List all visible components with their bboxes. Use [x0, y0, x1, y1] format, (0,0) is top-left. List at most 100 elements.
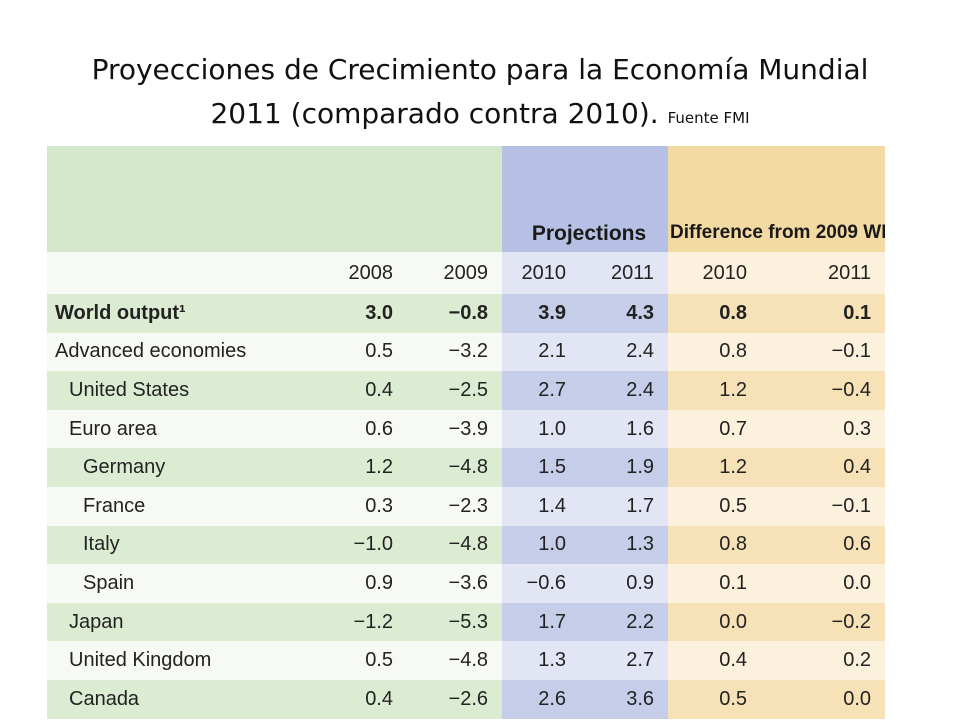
cell-2009: −5.3	[407, 602, 503, 642]
table-row: Spain 0.9 −3.6 −0.6 0.9 0.1 0.0	[47, 564, 885, 603]
table-row: Germany 1.2 −4.8 1.5 1.9 1.2 0.4	[47, 448, 885, 487]
cell-proj-2011: 3.6	[580, 679, 669, 719]
table-row: United Kingdom 0.5 −4.8 1.3 2.7 0.4 0.2	[47, 641, 885, 680]
year-header-blank	[47, 252, 337, 294]
projections-header: Projections	[502, 146, 669, 252]
row-label: Japan	[47, 602, 337, 642]
cell-proj-2011: 4.3	[580, 294, 669, 333]
cell-2008: 0.5	[337, 332, 407, 372]
table-row: Canada 0.4 −2.6 2.6 3.6 0.5 0.0	[47, 679, 885, 719]
year-header: 2008	[337, 252, 407, 294]
growth-table: Projections Difference from 2009 WEO pro…	[47, 146, 885, 720]
cell-proj-2010: 1.4	[502, 486, 581, 526]
table-row: Japan −1.2 −5.3 1.7 2.2 0.0 −0.2	[47, 602, 885, 642]
cell-2008: −1.2	[337, 602, 407, 642]
cell-2009: −0.8	[407, 294, 503, 333]
cell-proj-2010: 2.6	[502, 679, 581, 719]
cell-2008: 0.4	[337, 679, 407, 719]
title-line-2-text: 2011 (comparado contra 2010).	[210, 97, 659, 130]
cell-diff-2010: 0.8	[668, 525, 762, 565]
table-row: Italy −1.0 −4.8 1.0 1.3 0.8 0.6	[47, 525, 885, 565]
cell-diff-2011: 0.0	[761, 564, 885, 603]
row-label: Spain	[47, 564, 337, 603]
cell-diff-2011: −0.4	[761, 371, 885, 410]
cell-proj-2011: 2.4	[580, 371, 669, 410]
cell-diff-2011: 0.1	[761, 294, 885, 333]
cell-diff-2011: 0.4	[761, 448, 885, 487]
cell-2008: 1.2	[337, 448, 407, 487]
cell-proj-2010: 1.0	[502, 409, 581, 449]
cell-proj-2010: 1.7	[502, 602, 581, 642]
cell-2009: −3.9	[407, 409, 503, 449]
cell-proj-2011: 2.4	[580, 332, 669, 372]
row-label: United Kingdom	[47, 641, 337, 680]
cell-proj-2011: 0.9	[580, 564, 669, 603]
cell-diff-2010: 0.0	[668, 602, 762, 642]
row-label: Euro area	[47, 409, 337, 449]
title-line-1: Proyecciones de Crecimiento para la Econ…	[91, 53, 869, 86]
row-label: World output¹	[47, 294, 337, 333]
table-row: Advanced economies 0.5 −3.2 2.1 2.4 0.8 …	[47, 332, 885, 372]
cell-2009: −4.8	[407, 448, 503, 487]
row-label: Canada	[47, 679, 337, 719]
title-line-2: 2011 (comparado contra 2010). Fuente FMI	[0, 92, 960, 140]
cell-diff-2010: 0.5	[668, 679, 762, 719]
cell-proj-2011: 1.7	[580, 486, 669, 526]
table-row: Euro area 0.6 −3.9 1.0 1.6 0.7 0.3	[47, 409, 885, 449]
cell-diff-2011: 0.0	[761, 679, 885, 719]
year-header: 2009	[407, 252, 503, 294]
table-row: United States 0.4 −2.5 2.7 2.4 1.2 −0.4	[47, 371, 885, 410]
cell-proj-2011: 1.3	[580, 525, 669, 565]
cell-proj-2011: 1.6	[580, 409, 669, 449]
cell-2009: −4.8	[407, 525, 503, 565]
cell-proj-2010: 1.5	[502, 448, 581, 487]
cell-2008: −1.0	[337, 525, 407, 565]
cell-diff-2011: −0.2	[761, 602, 885, 642]
row-label: Advanced economies	[47, 332, 337, 372]
cell-diff-2011: 0.6	[761, 525, 885, 565]
cell-proj-2011: 1.9	[580, 448, 669, 487]
table-row: World output¹ 3.0 −0.8 3.9 4.3 0.8 0.1	[47, 294, 885, 333]
table-row: France 0.3 −2.3 1.4 1.7 0.5 −0.1	[47, 486, 885, 526]
cell-diff-2010: 0.7	[668, 409, 762, 449]
year-header: 2011	[580, 252, 669, 294]
cell-diff-2010: 0.1	[668, 564, 762, 603]
cell-diff-2011: 0.2	[761, 641, 885, 680]
cell-2009: −2.5	[407, 371, 503, 410]
cell-proj-2010: 2.1	[502, 332, 581, 372]
difference-header: Difference from 2009 WEO projections	[668, 146, 885, 252]
year-header: 2010	[502, 252, 581, 294]
cell-diff-2010: 0.8	[668, 332, 762, 372]
cell-2009: −3.6	[407, 564, 503, 603]
row-label: United States	[47, 371, 337, 410]
header-blank	[47, 146, 503, 252]
cell-2008: 0.9	[337, 564, 407, 603]
cell-2008: 0.5	[337, 641, 407, 680]
cell-2009: −3.2	[407, 332, 503, 372]
row-label: Italy	[47, 525, 337, 565]
year-header: 2010	[668, 252, 762, 294]
cell-2009: −2.3	[407, 486, 503, 526]
cell-diff-2010: 1.2	[668, 371, 762, 410]
cell-diff-2011: −0.1	[761, 486, 885, 526]
cell-2008: 0.3	[337, 486, 407, 526]
cell-2008: 0.4	[337, 371, 407, 410]
cell-diff-2011: 0.3	[761, 409, 885, 449]
cell-proj-2010: −0.6	[502, 564, 581, 603]
cell-diff-2010: 0.4	[668, 641, 762, 680]
cell-2009: −2.6	[407, 679, 503, 719]
cell-proj-2011: 2.7	[580, 641, 669, 680]
title-source: Fuente FMI	[667, 109, 750, 127]
slide-title: Proyecciones de Crecimiento para la Econ…	[0, 48, 960, 140]
row-label: Germany	[47, 448, 337, 487]
cell-2008: 3.0	[337, 294, 407, 333]
cell-proj-2010: 1.0	[502, 525, 581, 565]
cell-2009: −4.8	[407, 641, 503, 680]
cell-diff-2010: 1.2	[668, 448, 762, 487]
cell-2008: 0.6	[337, 409, 407, 449]
year-header: 2011	[761, 252, 885, 294]
cell-proj-2010: 3.9	[502, 294, 581, 333]
cell-diff-2011: −0.1	[761, 332, 885, 372]
row-label: France	[47, 486, 337, 526]
growth-table-grid: Projections Difference from 2009 WEO pro…	[47, 146, 885, 719]
